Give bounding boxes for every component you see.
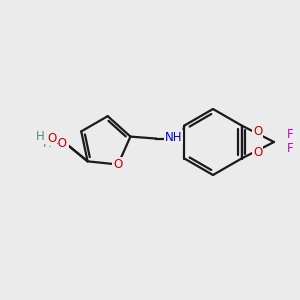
Text: O: O <box>113 158 123 171</box>
Text: F: F <box>287 142 293 155</box>
Text: H: H <box>43 137 52 150</box>
Text: F: F <box>287 128 293 142</box>
Text: -O: -O <box>54 137 68 150</box>
Text: O: O <box>253 146 262 159</box>
Text: O: O <box>47 132 56 145</box>
Text: O: O <box>253 125 262 138</box>
Text: NH: NH <box>165 131 182 144</box>
Text: H: H <box>36 130 45 143</box>
